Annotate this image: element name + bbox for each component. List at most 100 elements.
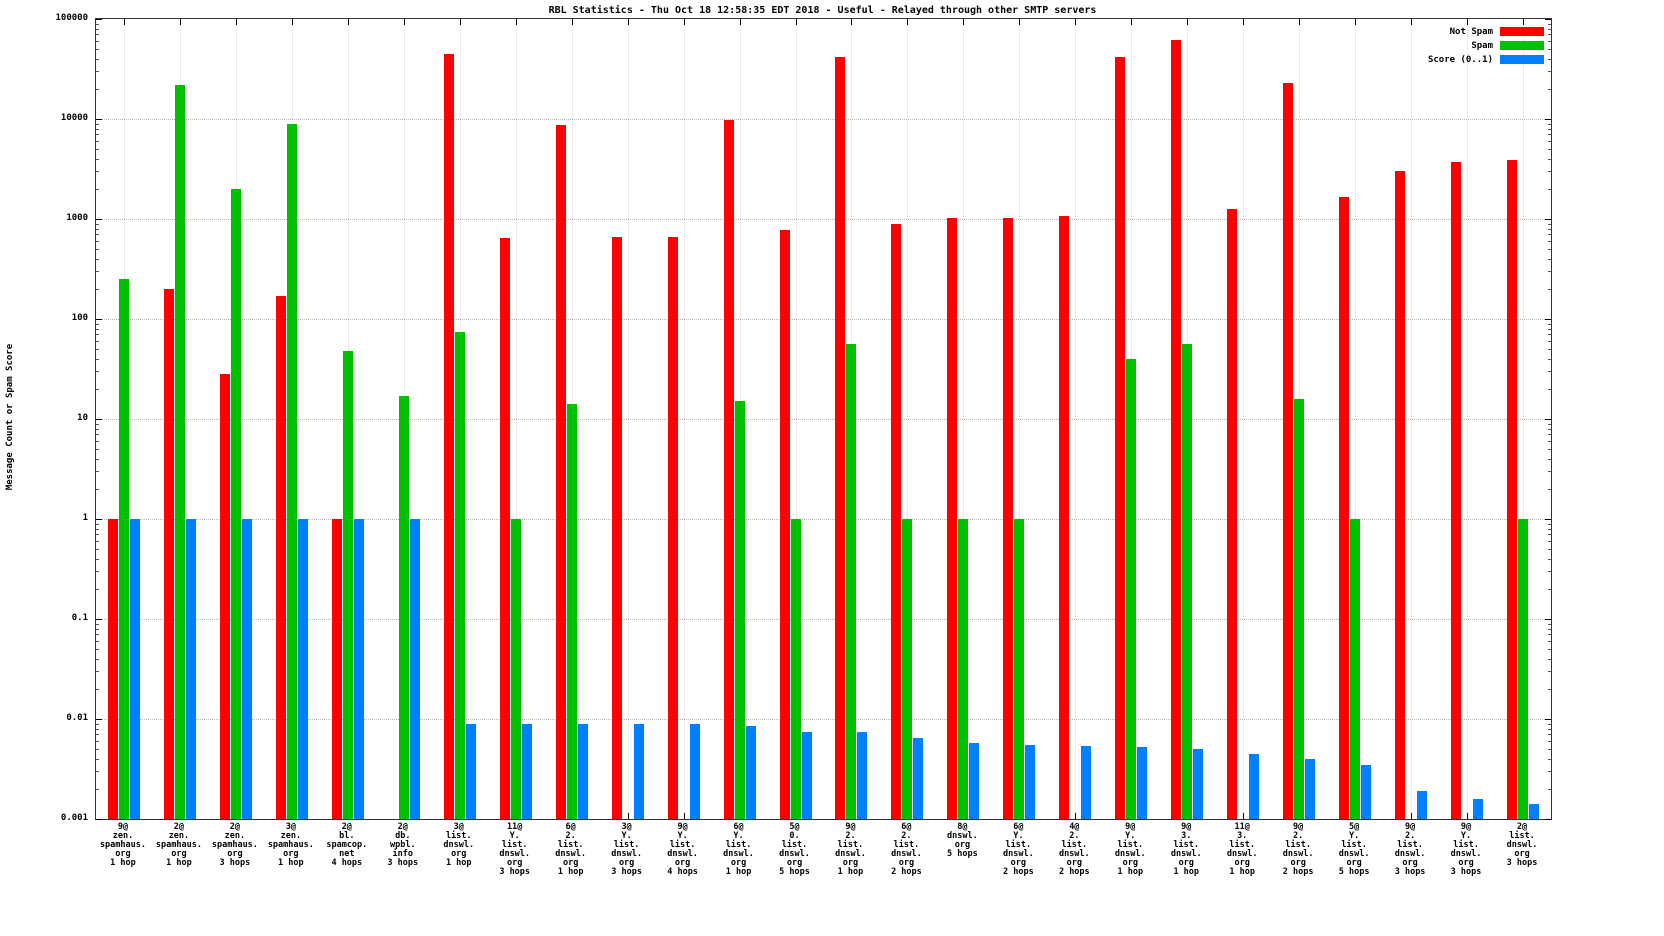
bar-not-spam bbox=[835, 56, 846, 819]
bar-spam bbox=[342, 350, 353, 819]
y-minor-tick-left bbox=[96, 341, 99, 343]
y-minor-tick-left bbox=[96, 741, 99, 743]
x-tick-top bbox=[627, 19, 629, 25]
y-major-tick-left bbox=[96, 618, 102, 620]
grid-line-vertical bbox=[1075, 19, 1077, 819]
bar-score-0-1 bbox=[633, 723, 644, 819]
y-tick-label: 0.001 bbox=[60, 813, 88, 823]
y-major-tick-right bbox=[1545, 18, 1551, 20]
grid-line-horizontal bbox=[96, 419, 1551, 420]
y-minor-tick-right bbox=[1548, 388, 1551, 390]
bar-spam bbox=[286, 123, 297, 819]
x-category-label: 8@ dnswl. org 5 hops bbox=[947, 822, 978, 859]
bar-not-spam bbox=[443, 53, 454, 819]
grid-line-vertical bbox=[515, 19, 517, 819]
y-minor-tick-right bbox=[1548, 371, 1551, 373]
x-category-label: 9@ Y. list. dnswl. org 1 hop bbox=[1114, 822, 1146, 877]
y-minor-tick-left bbox=[96, 334, 99, 336]
y-minor-tick-right bbox=[1548, 628, 1551, 630]
y-minor-tick-right bbox=[1548, 734, 1551, 736]
y-minor-tick-right bbox=[1548, 88, 1551, 90]
bar-score-0-1 bbox=[1529, 804, 1540, 819]
y-minor-tick-right bbox=[1548, 349, 1551, 351]
x-category-label: 3@ Y. list. dnswl. org 3 hops bbox=[611, 822, 642, 877]
y-minor-tick-left bbox=[96, 428, 99, 430]
x-tick-top bbox=[347, 19, 349, 25]
bar-score-0-1 bbox=[409, 519, 420, 819]
x-tick-top bbox=[571, 19, 573, 25]
legend-item: Not Spam bbox=[1450, 26, 1544, 37]
bar-score-0-1 bbox=[1249, 753, 1260, 819]
y-minor-tick-left bbox=[96, 688, 99, 690]
grid-line-vertical bbox=[795, 19, 797, 819]
bar-not-spam bbox=[331, 519, 342, 819]
y-minor-tick-left bbox=[96, 128, 99, 130]
y-minor-tick-right bbox=[1548, 123, 1551, 125]
bar-spam bbox=[734, 401, 745, 819]
y-minor-tick-right bbox=[1548, 241, 1551, 243]
y-tick-label: 10000 bbox=[60, 113, 88, 123]
y-minor-tick-right bbox=[1548, 441, 1551, 443]
y-minor-tick-right bbox=[1548, 134, 1551, 136]
bar-spam bbox=[118, 279, 129, 819]
bar-not-spam bbox=[779, 229, 790, 819]
y-minor-tick-right bbox=[1548, 249, 1551, 251]
y-minor-tick-left bbox=[96, 734, 99, 736]
bar-not-spam bbox=[891, 224, 902, 819]
legend-item: Score (0..1) bbox=[1428, 54, 1544, 65]
y-minor-tick-left bbox=[96, 728, 99, 730]
y-minor-tick-left bbox=[96, 534, 99, 536]
grid-line-vertical bbox=[1411, 19, 1413, 819]
bar-not-spam bbox=[1003, 217, 1014, 819]
y-minor-tick-right bbox=[1548, 71, 1551, 73]
bar-score-0-1 bbox=[1081, 745, 1092, 819]
y-minor-tick-right bbox=[1548, 271, 1551, 273]
y-minor-tick-left bbox=[96, 388, 99, 390]
x-tick-top bbox=[1075, 19, 1077, 25]
y-major-tick-left bbox=[96, 118, 102, 120]
y-minor-tick-left bbox=[96, 749, 99, 751]
bar-score-0-1 bbox=[1361, 764, 1372, 819]
y-minor-tick-left bbox=[96, 49, 99, 51]
x-tick-top bbox=[1243, 19, 1245, 25]
bar-not-spam bbox=[555, 124, 566, 819]
x-category-label: 3@ zen. spamhaus. org 1 hop bbox=[267, 822, 314, 868]
y-major-tick-left bbox=[96, 418, 102, 420]
x-category-label: 11@ 3. list. dnswl. org 1 hop bbox=[1226, 822, 1258, 877]
y-minor-tick-right bbox=[1548, 558, 1551, 560]
bar-spam bbox=[790, 519, 801, 819]
grid-line-vertical bbox=[1467, 19, 1469, 819]
grid-line-horizontal bbox=[96, 319, 1551, 320]
y-minor-tick-right bbox=[1548, 641, 1551, 643]
y-tick-label: 100000 bbox=[55, 13, 88, 23]
y-minor-tick-right bbox=[1548, 223, 1551, 225]
grid-line-horizontal bbox=[96, 119, 1551, 120]
bar-score-0-1 bbox=[913, 737, 924, 819]
y-minor-tick-left bbox=[96, 434, 99, 436]
x-category-label: 4@ 2. list. dnswl. org 2 hops bbox=[1058, 822, 1090, 877]
bar-score-0-1 bbox=[297, 519, 308, 819]
y-tick-label: 100 bbox=[71, 313, 88, 323]
y-minor-tick-right bbox=[1548, 449, 1551, 451]
y-minor-tick-right bbox=[1548, 128, 1551, 130]
bar-score-0-1 bbox=[241, 519, 252, 819]
x-tick-top bbox=[795, 19, 797, 25]
y-minor-tick-right bbox=[1548, 328, 1551, 330]
y-minor-tick-right bbox=[1548, 571, 1551, 573]
grid-line-horizontal bbox=[96, 219, 1551, 220]
legend-label: Not Spam bbox=[1449, 26, 1493, 37]
y-minor-tick-left bbox=[96, 458, 99, 460]
x-tick-top bbox=[739, 19, 741, 25]
x-category-label: 9@ 2. list. dnswl. org 3 hops bbox=[1394, 822, 1426, 877]
x-tick-bottom bbox=[1243, 813, 1245, 819]
y-minor-tick-right bbox=[1548, 41, 1551, 43]
grid-line-horizontal bbox=[96, 719, 1551, 720]
x-tick-top bbox=[1187, 19, 1189, 25]
grid-line-horizontal bbox=[96, 619, 1551, 620]
y-minor-tick-left bbox=[96, 558, 99, 560]
x-category-label: 2@ list. dnswl. org 3 hops bbox=[1506, 822, 1538, 868]
grid-line-vertical bbox=[1523, 19, 1525, 819]
y-minor-tick-right bbox=[1548, 34, 1551, 36]
y-major-tick-right bbox=[1545, 518, 1551, 520]
bar-spam bbox=[566, 404, 577, 819]
